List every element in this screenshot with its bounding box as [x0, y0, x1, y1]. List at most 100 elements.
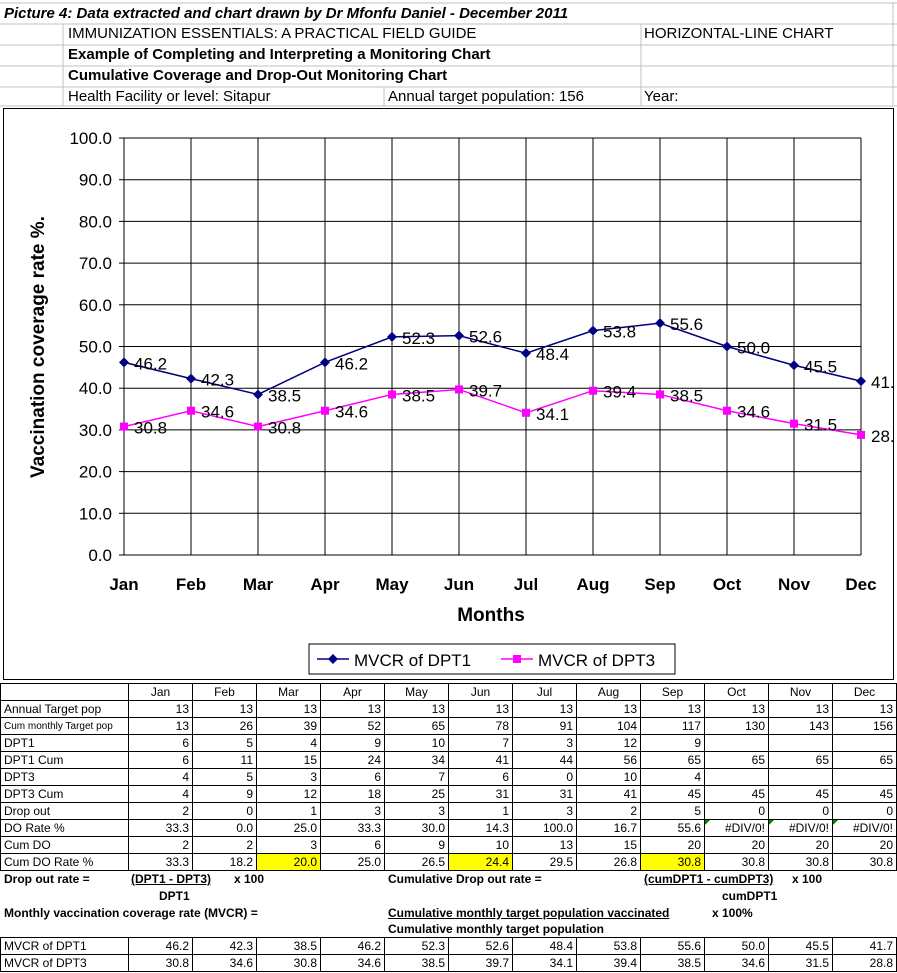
row-label: DPT3	[0, 768, 129, 786]
table-cell: 45	[768, 785, 833, 803]
table-cell: 55.6	[640, 819, 705, 837]
legend-marker	[513, 655, 521, 663]
table-cell: 20	[768, 836, 833, 854]
month-header: Jun	[448, 683, 513, 701]
table-cell: 33.3	[320, 819, 385, 837]
data-label: 48.4	[536, 345, 569, 364]
monitoring-data-table: Jan Feb Mar Apr May Jun Jul Aug Sep Oct Nov Dec Annu…	[0, 683, 897, 871]
data-point	[455, 385, 463, 394]
y-tick-label: 90.0	[79, 171, 112, 190]
table-cell: 117	[640, 717, 705, 735]
month-header: Jul	[512, 683, 577, 701]
table-row: Drop out 2 0 1 3 3 1 3 2 5 0 0 0	[0, 802, 897, 820]
table-row: DO Rate % 33.3 0.0 25.0 33.3 30.0 14.3 100.0 16.…	[0, 819, 897, 837]
data-point	[790, 419, 798, 428]
facility-label: Health Facility or level: Sitapur	[68, 88, 271, 105]
table-cell: 3	[256, 768, 321, 786]
table-cell: 0	[192, 802, 257, 820]
table-corner-cell	[0, 683, 129, 701]
month-header: Mar	[256, 683, 321, 701]
data-point	[388, 390, 396, 399]
table-cell: 45	[704, 785, 769, 803]
y-tick-label: 10.0	[79, 504, 112, 523]
table-cell: 13	[448, 700, 513, 718]
table-cell: 12	[256, 785, 321, 803]
data-label: 31.5	[804, 416, 837, 435]
mvcr-cell: 46.2	[128, 937, 193, 955]
table-cell: 91	[512, 717, 577, 735]
table-cell: 31	[448, 785, 513, 803]
table-cell: 20	[704, 836, 769, 854]
table-cell: 13	[384, 700, 449, 718]
table-cell: 13	[640, 700, 705, 718]
mvcr-cell: 42.3	[192, 937, 257, 955]
table-row: DPT1 6 5 4 9 10 7 3 12 9	[0, 734, 897, 752]
data-label: 53.8	[603, 323, 636, 342]
data-point	[119, 357, 129, 368]
month-header: Feb	[192, 683, 257, 701]
mvcr-cell: 39.7	[448, 954, 513, 972]
mvcr-cell: 48.4	[512, 937, 577, 955]
table-cell: 4	[128, 768, 193, 786]
mvcr-cell: 30.8	[256, 954, 321, 972]
series-line	[123, 322, 862, 396]
y-tick-label: 30.0	[79, 421, 112, 440]
mvcr-cell: 34.6	[704, 954, 769, 972]
table-cell: 78	[448, 717, 513, 735]
data-point	[454, 330, 464, 341]
chart-legend: MVCR of DPT1 MVCR of DPT3	[308, 643, 676, 675]
table-cell: 20	[640, 836, 705, 854]
data-label: 45.5	[804, 357, 837, 376]
row-label: Cum DO Rate %	[0, 853, 129, 871]
month-header: May	[384, 683, 449, 701]
table-cell: 18	[320, 785, 385, 803]
table-cell: 6	[448, 768, 513, 786]
table-cell: 15	[256, 751, 321, 769]
drop-out-formula-numerator: (DPT1 - DPT3)	[131, 872, 212, 886]
data-point	[186, 373, 196, 384]
table-cell: 13	[128, 717, 193, 735]
table-cell: 10	[576, 768, 641, 786]
table-cell: 0	[704, 802, 769, 820]
table-cell: 5	[640, 802, 705, 820]
table-cell: 18.2	[192, 853, 257, 871]
row-label: DO Rate %	[0, 819, 129, 837]
table-cell: 6	[128, 751, 193, 769]
table-cell: 13	[256, 700, 321, 718]
chart-area: 0.0 10.0 20.0 30.0 40.0 50.0 60.0 70.0 80.0 90.0 1…	[3, 108, 894, 680]
table-cell: 7	[448, 734, 513, 752]
mvcr-cell: 45.5	[768, 937, 833, 955]
example-title: Example of Completing and Interpreting a…	[68, 46, 491, 63]
table-cell: 30.8	[704, 853, 769, 871]
data-label: 52.6	[469, 328, 502, 347]
x-tick-label: Jan	[109, 575, 138, 594]
table-cell: 26.5	[384, 853, 449, 871]
table-cell: 0	[832, 802, 897, 820]
table-cell: 20	[832, 836, 897, 854]
table-cell: 2	[128, 836, 193, 854]
table-cell	[768, 768, 833, 786]
table-cell: 13	[512, 700, 577, 718]
table-cell: 24	[320, 751, 385, 769]
table-cell: 3	[320, 802, 385, 820]
data-label: 30.8	[134, 419, 167, 438]
table-cell: 45	[832, 785, 897, 803]
y-tick-label: 80.0	[79, 212, 112, 231]
row-label: Annual Target pop	[0, 700, 129, 718]
data-point	[521, 348, 531, 359]
table-row: Annual Target pop 13 13 13 13 13 13 13 13 13 13 13 1…	[0, 700, 897, 718]
data-label: 42.3	[201, 371, 234, 390]
table-cell	[768, 734, 833, 752]
mvcr-cell: 34.6	[192, 954, 257, 972]
table-cell: 5	[192, 734, 257, 752]
mvcr-cell: 38.5	[256, 937, 321, 955]
table-cell: 65	[640, 751, 705, 769]
table-cell: #DIV/0!	[832, 819, 897, 837]
mvcr-cell: 31.5	[768, 954, 833, 972]
mvcr-cell: 55.6	[640, 937, 705, 955]
month-header: Sep	[640, 683, 705, 701]
month-header: Apr	[320, 683, 385, 701]
table-cell: #DIV/0!	[704, 819, 769, 837]
table-cell: 130	[704, 717, 769, 735]
legend-item: MVCR of DPT3	[501, 651, 655, 670]
